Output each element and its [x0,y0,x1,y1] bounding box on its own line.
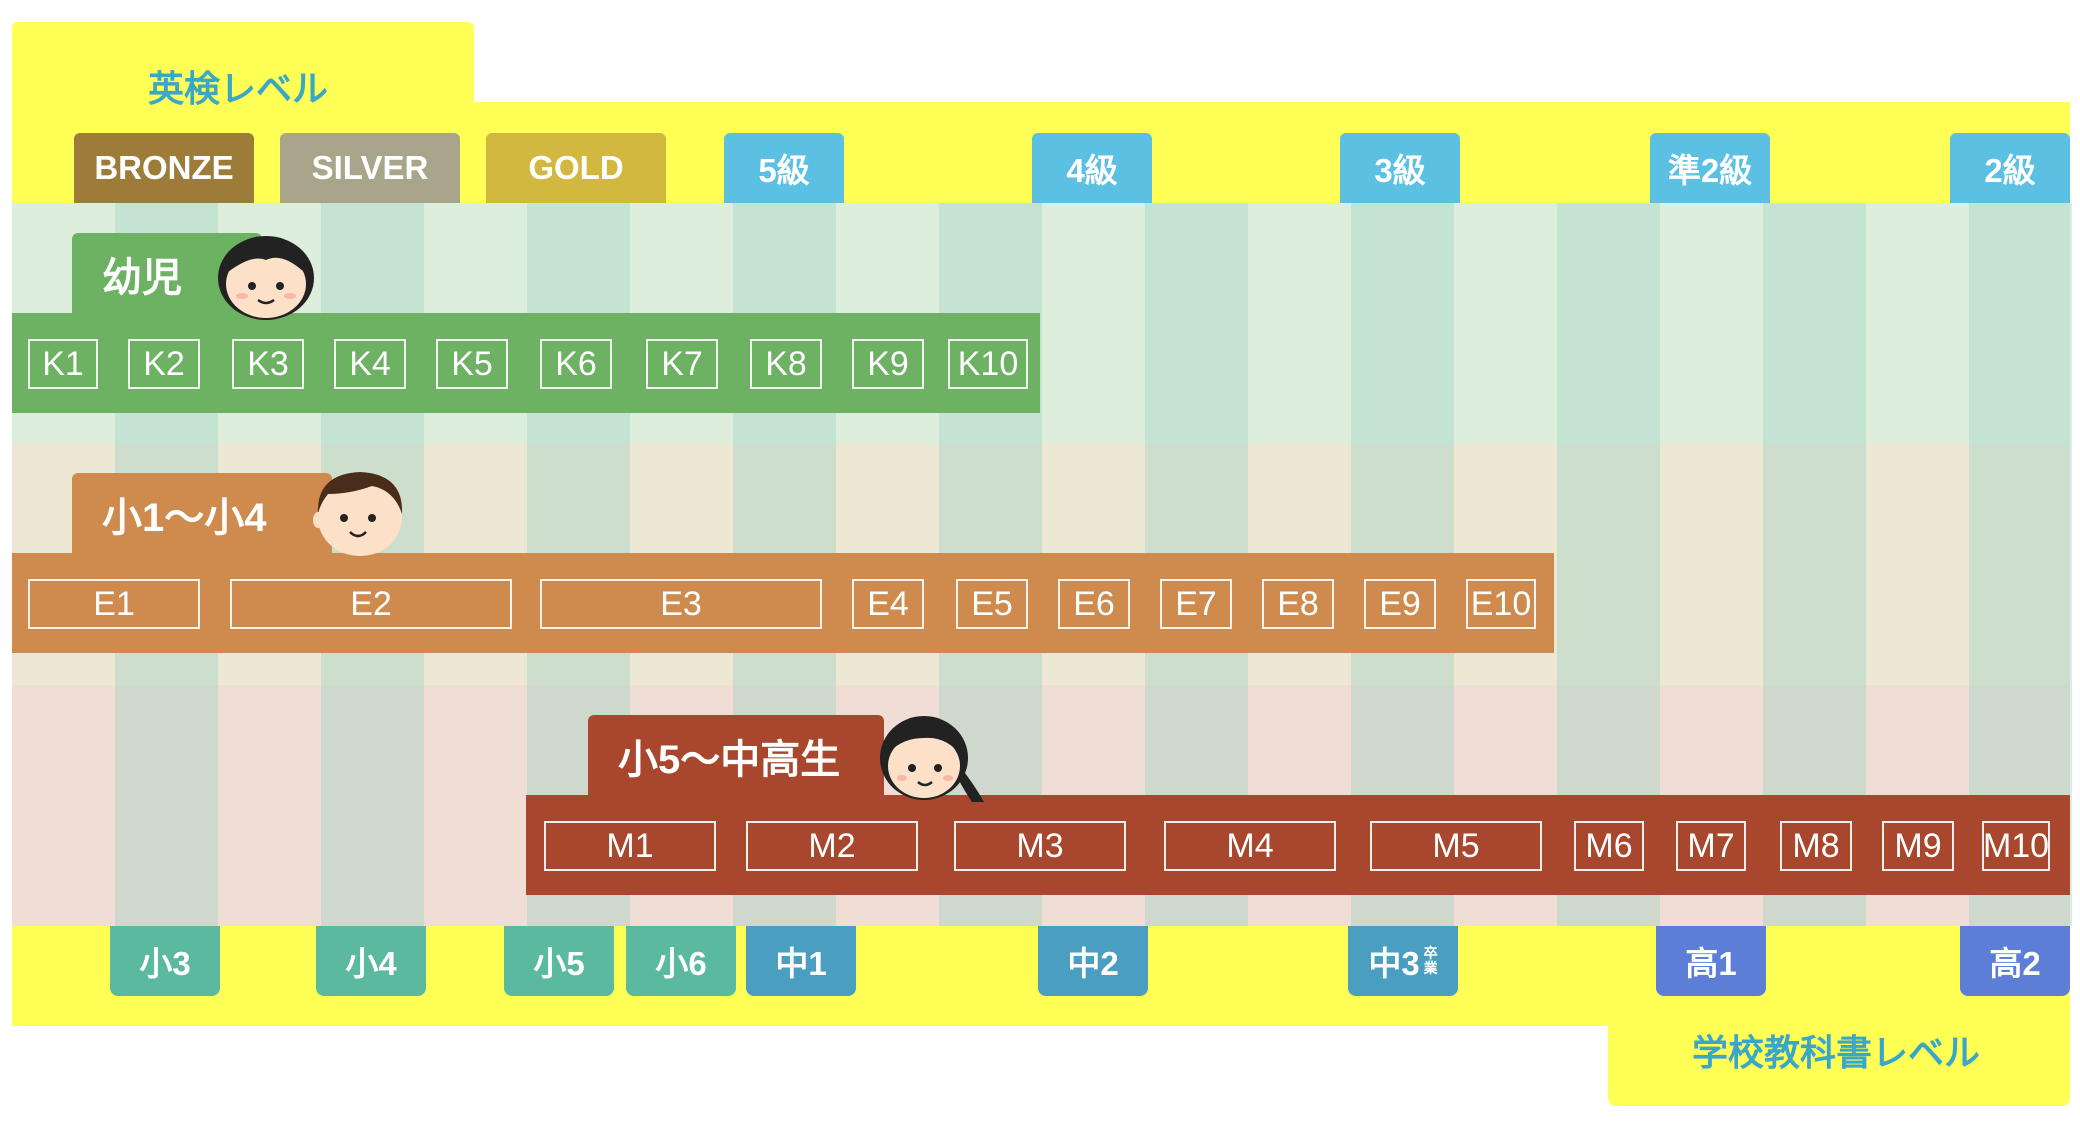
level-box[interactable]: M3 [954,821,1126,871]
eiken-level-2: SILVER [280,133,460,203]
school-grade-label: 小3 [139,945,191,982]
level-box[interactable]: M1 [544,821,716,871]
school-grade-9: 高2 [1960,926,2070,996]
level-box[interactable]: M6 [1574,821,1644,871]
school-grade-8: 高1 [1656,926,1766,996]
level-box[interactable]: M9 [1882,821,1954,871]
eiken-level-1: BRONZE [74,133,254,203]
eiken-level-5: 4級 [1032,133,1152,203]
level-box[interactable]: M4 [1164,821,1336,871]
level-box[interactable]: M10 [1982,821,2050,871]
school-grade-label: 高2 [1989,945,2041,982]
level-box[interactable]: K1 [28,339,98,389]
level-box[interactable]: E3 [540,579,822,629]
school-grade-label: 小4 [345,945,397,982]
school-footer-tab [1608,1020,2070,1106]
eiken-level-4: 5級 [724,133,844,203]
school-grade-3: 小5 [504,926,614,996]
school-grade-5: 中1 [746,926,856,996]
toddler-face-icon [218,236,314,320]
level-box[interactable]: E4 [852,579,924,629]
category-tab-3: 小5〜中高生 [588,715,884,797]
category-bar-2 [12,553,1554,653]
school-grade-label: 小5 [533,945,585,982]
eiken-level-3: GOLD [486,133,666,203]
level-box[interactable]: M8 [1780,821,1852,871]
level-box[interactable]: E9 [1364,579,1436,629]
eiken-header-tab [12,22,474,112]
level-box[interactable]: M2 [746,821,918,871]
teen-girl-face-icon [880,716,984,802]
school-grade-label: 中1 [775,945,827,982]
level-box[interactable]: E10 [1466,579,1536,629]
level-box[interactable]: E2 [230,579,512,629]
eiken-level-6: 3級 [1340,133,1460,203]
level-box[interactable]: K5 [436,339,508,389]
school-grade-label: 中3 [1368,945,1420,982]
elementary-boy-face-icon [313,472,403,556]
level-box[interactable]: K10 [948,339,1028,389]
level-box[interactable]: K6 [540,339,612,389]
level-box[interactable]: K3 [232,339,304,389]
category-tab-2: 小1〜小4 [72,473,332,555]
level-box[interactable]: K2 [128,339,200,389]
school-grade-label: 小6 [655,945,707,982]
level-box[interactable]: K7 [646,339,718,389]
school-grade-4: 小6 [626,926,736,996]
level-box[interactable]: E6 [1058,579,1130,629]
category-bar-3 [526,795,2070,895]
school-grade-1: 小3 [110,926,220,996]
school-grade-6: 中2 [1038,926,1148,996]
textbook-level-title: 学校教科書レベル [1692,1032,1981,1073]
level-box[interactable]: E8 [1262,579,1334,629]
level-box[interactable]: E7 [1160,579,1232,629]
school-grade-label: 高1 [1685,945,1737,982]
level-box[interactable]: E5 [956,579,1028,629]
level-box[interactable]: M7 [1676,821,1746,871]
eiken-level-title: 英検レベル [148,68,329,109]
level-box[interactable]: K4 [334,339,406,389]
eiken-level-8: 2級 [1950,133,2070,203]
level-box[interactable]: M5 [1370,821,1542,871]
school-grade-label: 中2 [1067,945,1119,982]
school-grade-2: 小4 [316,926,426,996]
school-grade-7: 中3 卒 業 [1348,926,1458,996]
level-box[interactable]: E1 [28,579,200,629]
level-box[interactable]: K8 [750,339,822,389]
school-grade-note: 卒 業 [1423,945,1438,976]
category-bar-1 [12,313,1040,413]
level-box[interactable]: K9 [852,339,924,389]
eiken-level-7: 準2級 [1650,133,1770,203]
